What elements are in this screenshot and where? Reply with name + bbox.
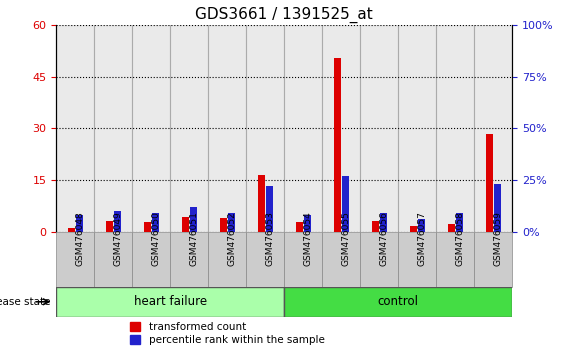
Bar	[220, 218, 227, 232]
Bar	[456, 213, 463, 232]
Bar	[68, 228, 75, 232]
Text: GSM476053: GSM476053	[265, 211, 274, 266]
Text: GSM476054: GSM476054	[303, 211, 312, 266]
Bar	[228, 213, 235, 232]
Bar	[258, 175, 265, 232]
Text: GSM476058: GSM476058	[455, 211, 464, 266]
Bar	[152, 213, 159, 232]
Bar	[144, 222, 151, 232]
Bar	[334, 58, 341, 232]
Bar	[380, 213, 387, 232]
Text: GSM476056: GSM476056	[379, 211, 388, 266]
Bar	[208, 25, 247, 232]
Bar	[284, 25, 322, 232]
Text: control: control	[378, 295, 419, 308]
Bar	[106, 221, 113, 232]
Bar	[399, 232, 436, 287]
Bar	[132, 25, 171, 232]
Bar	[486, 133, 493, 232]
Bar	[474, 25, 512, 232]
Bar	[399, 25, 436, 232]
Bar	[304, 215, 311, 232]
Bar	[296, 222, 303, 232]
Text: GSM476048: GSM476048	[75, 211, 84, 266]
Title: GDS3661 / 1391525_at: GDS3661 / 1391525_at	[195, 7, 373, 23]
Bar	[418, 219, 425, 232]
Bar	[182, 217, 189, 232]
Bar	[410, 225, 417, 232]
Bar	[436, 232, 474, 287]
Text: GSM476050: GSM476050	[151, 211, 160, 266]
Bar	[95, 25, 132, 232]
Bar	[114, 211, 121, 232]
Bar	[360, 25, 398, 232]
Bar	[436, 25, 474, 232]
Bar	[247, 232, 284, 287]
Bar	[342, 176, 349, 232]
Text: disease state: disease state	[0, 297, 51, 307]
Bar	[284, 232, 322, 287]
Bar	[171, 25, 208, 232]
Text: GSM476057: GSM476057	[417, 211, 426, 266]
Bar	[56, 25, 95, 232]
Bar	[372, 221, 379, 232]
Bar	[76, 215, 83, 232]
Bar	[208, 232, 247, 287]
Legend: transformed count, percentile rank within the sample: transformed count, percentile rank withi…	[130, 322, 324, 345]
Bar	[284, 287, 512, 317]
Bar	[190, 207, 197, 232]
Text: GSM476049: GSM476049	[113, 211, 122, 266]
Text: GSM476059: GSM476059	[493, 211, 502, 266]
Bar	[322, 25, 360, 232]
Bar	[474, 232, 512, 287]
Text: GSM476055: GSM476055	[341, 211, 350, 266]
Text: GSM476052: GSM476052	[227, 211, 236, 266]
Bar	[322, 232, 360, 287]
Bar	[448, 224, 455, 232]
Text: heart failure: heart failure	[134, 295, 207, 308]
Bar	[266, 186, 273, 232]
Text: GSM476051: GSM476051	[189, 211, 198, 266]
Bar	[360, 232, 398, 287]
Bar	[56, 287, 284, 317]
Bar	[132, 232, 171, 287]
Bar	[56, 232, 95, 287]
Bar	[494, 184, 501, 232]
Bar	[95, 232, 132, 287]
Bar	[171, 232, 208, 287]
Bar	[247, 25, 284, 232]
